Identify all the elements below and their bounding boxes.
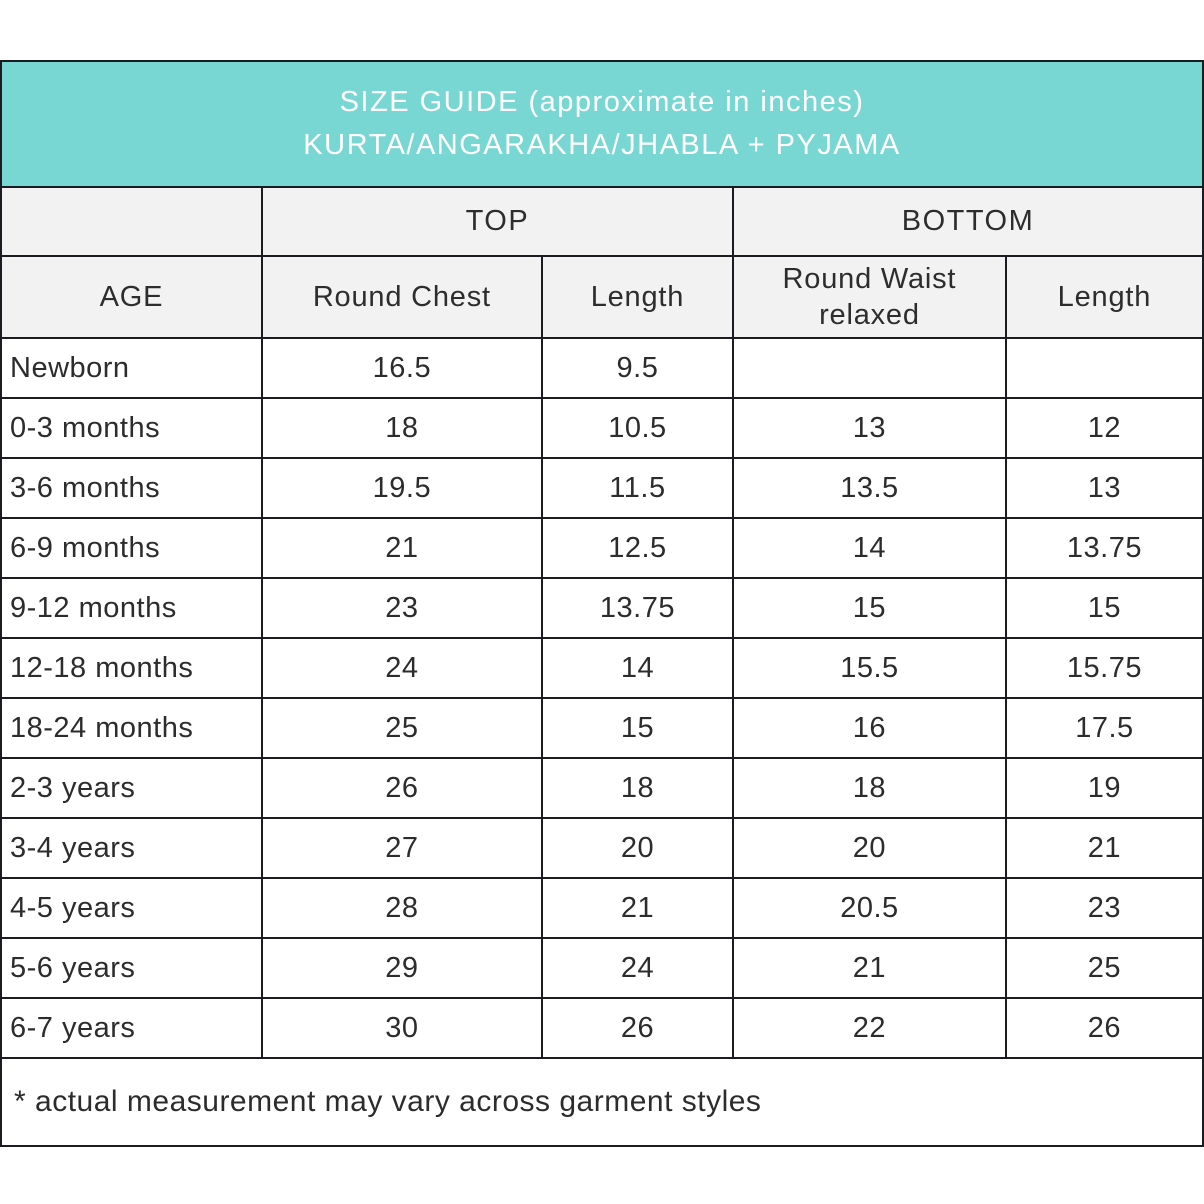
size-guide-banner: SIZE GUIDE (approximate in inches) KURTA… bbox=[0, 60, 1204, 188]
column-header-top-length: Length bbox=[540, 255, 735, 339]
table-row: 9-12 months 23 13.75 15 15 bbox=[0, 577, 1204, 639]
column-header-bottom-length: Length bbox=[1004, 255, 1204, 339]
table-row: 5-6 years 29 24 21 25 bbox=[0, 937, 1204, 999]
age-cell: 6-9 months bbox=[0, 517, 263, 579]
table-row: 3-6 months 19.5 11.5 13.5 13 bbox=[0, 457, 1204, 519]
value-cell: 12 bbox=[1004, 397, 1204, 459]
value-cell: 25 bbox=[1004, 937, 1204, 999]
value-cell: 14 bbox=[732, 517, 1007, 579]
column-header-round-chest: Round Chest bbox=[260, 255, 543, 339]
value-cell: 21 bbox=[732, 937, 1007, 999]
value-cell: 11.5 bbox=[540, 457, 735, 519]
age-cell: 3-4 years bbox=[0, 817, 263, 879]
table-row: Newborn 16.5 9.5 bbox=[0, 337, 1204, 399]
value-cell: 26 bbox=[1004, 997, 1204, 1059]
age-cell: 12-18 months bbox=[0, 637, 263, 699]
value-cell: 23 bbox=[1004, 877, 1204, 939]
value-cell: 25 bbox=[260, 697, 543, 759]
age-cell: 5-6 years bbox=[0, 937, 263, 999]
age-cell: 2-3 years bbox=[0, 757, 263, 819]
value-cell: 21 bbox=[1004, 817, 1204, 879]
value-cell: 16.5 bbox=[260, 337, 543, 399]
value-cell: 15 bbox=[1004, 577, 1204, 639]
value-cell: 17.5 bbox=[1004, 697, 1204, 759]
value-cell: 9.5 bbox=[540, 337, 735, 399]
footnote-row: * actual measurement may vary across gar… bbox=[0, 1057, 1204, 1147]
value-cell: 13 bbox=[1004, 457, 1204, 519]
age-cell: Newborn bbox=[0, 337, 263, 399]
value-cell: 14 bbox=[540, 637, 735, 699]
table-body: Newborn 16.5 9.5 0-3 months 18 10.5 13 12 3-6 mo… bbox=[0, 337, 1204, 1059]
value-cell: 20 bbox=[732, 817, 1007, 879]
group-header-bottom: BOTTOM bbox=[732, 186, 1204, 257]
table-row: 4-5 years 28 21 20.5 23 bbox=[0, 877, 1204, 939]
value-cell: 15 bbox=[732, 577, 1007, 639]
table-row: 12-18 months 24 14 15.5 15.75 bbox=[0, 637, 1204, 699]
value-cell: 24 bbox=[260, 637, 543, 699]
value-cell: 12.5 bbox=[540, 517, 735, 579]
banner-title-line1: SIZE GUIDE (approximate in inches) bbox=[339, 85, 865, 118]
value-cell: 21 bbox=[260, 517, 543, 579]
value-cell: 15.75 bbox=[1004, 637, 1204, 699]
value-cell: 13.75 bbox=[540, 577, 735, 639]
value-cell: 27 bbox=[260, 817, 543, 879]
column-header-round-waist: Round Waist relaxed bbox=[732, 255, 1007, 339]
value-cell: 29 bbox=[260, 937, 543, 999]
table-row: 2-3 years 26 18 18 19 bbox=[0, 757, 1204, 819]
value-cell: 22 bbox=[732, 997, 1007, 1059]
footnote: * actual measurement may vary across gar… bbox=[0, 1057, 1204, 1147]
value-cell: 26 bbox=[540, 997, 735, 1059]
age-cell: 3-6 months bbox=[0, 457, 263, 519]
value-cell: 15.5 bbox=[732, 637, 1007, 699]
table-row: 3-4 years 27 20 20 21 bbox=[0, 817, 1204, 879]
value-cell: 16 bbox=[732, 697, 1007, 759]
age-cell: 4-5 years bbox=[0, 877, 263, 939]
age-cell: 6-7 years bbox=[0, 997, 263, 1059]
value-cell: 13.75 bbox=[1004, 517, 1204, 579]
value-cell bbox=[732, 337, 1007, 399]
column-header-age: AGE bbox=[0, 255, 263, 339]
value-cell: 18 bbox=[260, 397, 543, 459]
value-cell: 20.5 bbox=[732, 877, 1007, 939]
age-cell: 9-12 months bbox=[0, 577, 263, 639]
value-cell: 28 bbox=[260, 877, 543, 939]
age-cell: 0-3 months bbox=[0, 397, 263, 459]
group-header-row: TOP BOTTOM bbox=[0, 186, 1204, 257]
value-cell: 21 bbox=[540, 877, 735, 939]
table-row: 18-24 months 25 15 16 17.5 bbox=[0, 697, 1204, 759]
value-cell: 23 bbox=[260, 577, 543, 639]
value-cell: 26 bbox=[260, 757, 543, 819]
value-cell: 24 bbox=[540, 937, 735, 999]
value-cell bbox=[1004, 337, 1204, 399]
value-cell: 18 bbox=[540, 757, 735, 819]
table-row: 6-9 months 21 12.5 14 13.75 bbox=[0, 517, 1204, 579]
banner-row: SIZE GUIDE (approximate in inches) KURTA… bbox=[0, 60, 1204, 188]
value-cell: 19.5 bbox=[260, 457, 543, 519]
group-header-top: TOP bbox=[260, 186, 735, 257]
value-cell: 18 bbox=[732, 757, 1007, 819]
size-guide-table: SIZE GUIDE (approximate in inches) KURTA… bbox=[0, 60, 1204, 1147]
group-header-empty bbox=[0, 186, 263, 257]
value-cell: 13 bbox=[732, 397, 1007, 459]
value-cell: 13.5 bbox=[732, 457, 1007, 519]
column-header-row: AGE Round Chest Length Round Waist relax… bbox=[0, 255, 1204, 339]
value-cell: 15 bbox=[540, 697, 735, 759]
value-cell: 10.5 bbox=[540, 397, 735, 459]
value-cell: 20 bbox=[540, 817, 735, 879]
banner-title-line2: KURTA/ANGARAKHA/JHABLA + PYJAMA bbox=[303, 129, 901, 161]
table-row: 0-3 months 18 10.5 13 12 bbox=[0, 397, 1204, 459]
value-cell: 19 bbox=[1004, 757, 1204, 819]
value-cell: 30 bbox=[260, 997, 543, 1059]
table-row: 6-7 years 30 26 22 26 bbox=[0, 997, 1204, 1059]
age-cell: 18-24 months bbox=[0, 697, 263, 759]
